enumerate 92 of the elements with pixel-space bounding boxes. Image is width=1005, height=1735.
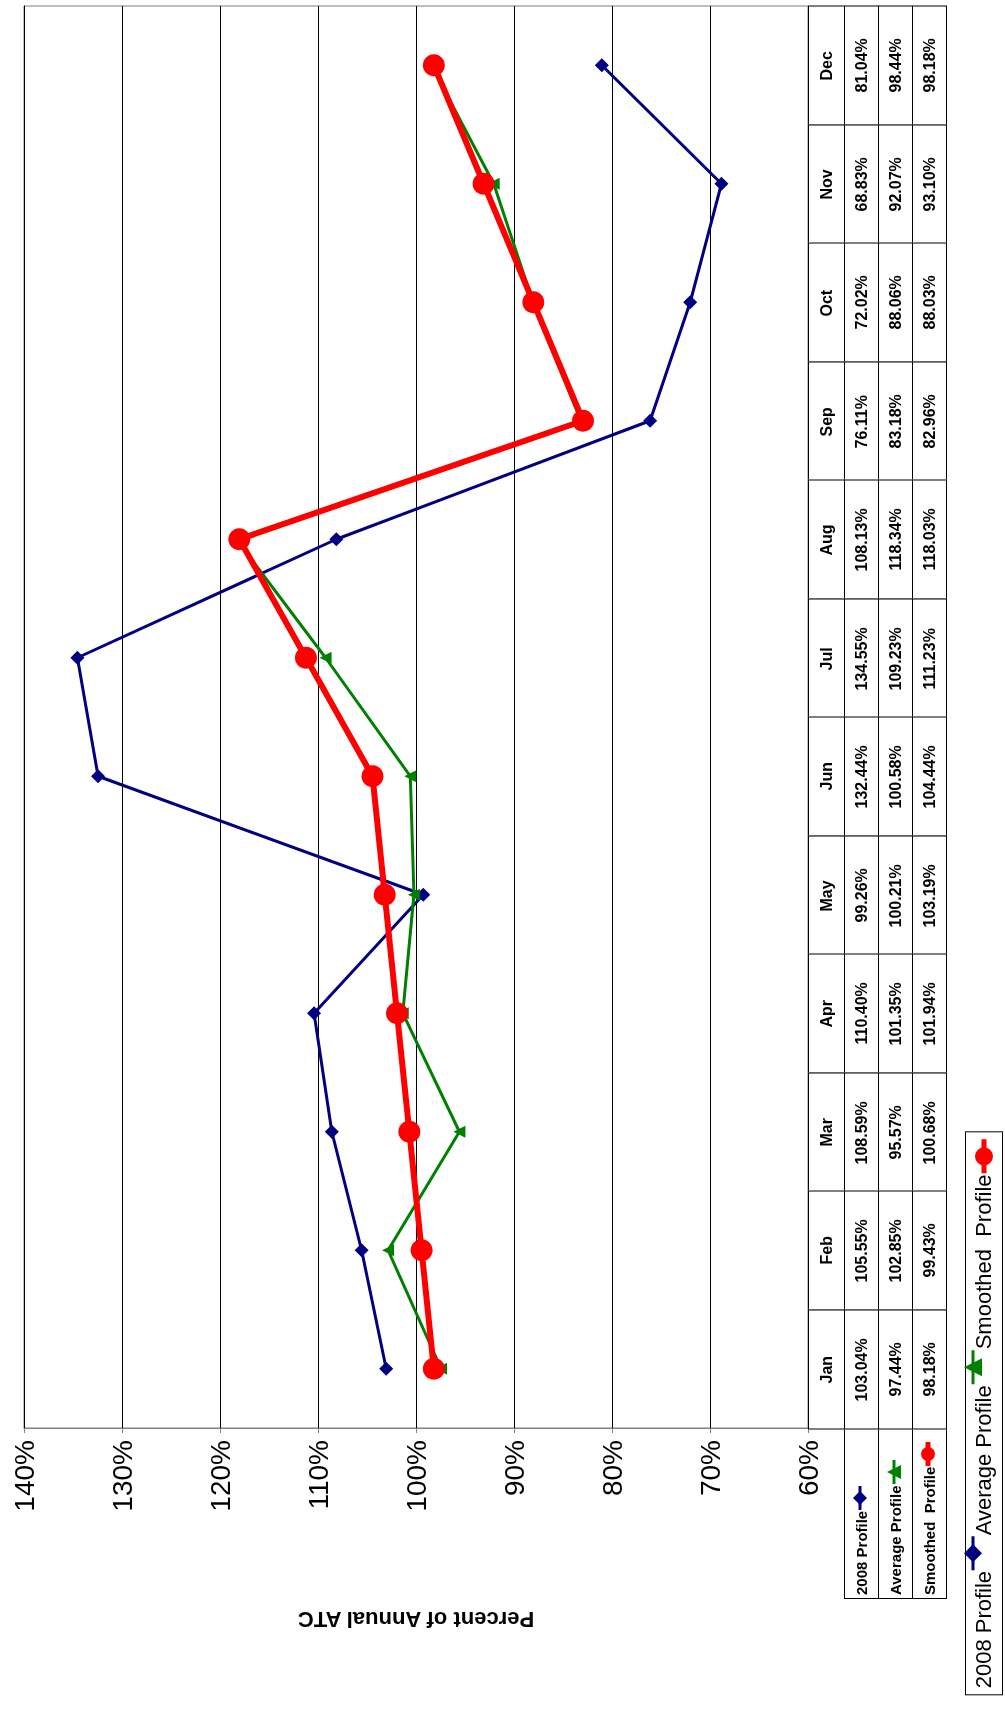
point bbox=[70, 650, 85, 665]
data-label: 111.23% bbox=[912, 598, 947, 718]
y-tick-label: Jun bbox=[808, 717, 845, 837]
point bbox=[714, 176, 729, 191]
data-label: 95.57% bbox=[878, 1072, 913, 1192]
legend-label: 2008 Profile bbox=[853, 1510, 870, 1595]
x-tick-label: 90% bbox=[498, 1440, 530, 1497]
data-label: 103.19% bbox=[912, 835, 947, 955]
point bbox=[410, 1239, 433, 1262]
y-tick-label: Sep bbox=[808, 361, 845, 481]
data-label: 98.18% bbox=[912, 6, 947, 126]
data-label: 88.03% bbox=[912, 243, 947, 363]
y-tick-label: Nov bbox=[808, 124, 845, 244]
y-tick-label: Aug bbox=[808, 480, 845, 600]
y-tick-label: Jul bbox=[808, 598, 845, 718]
data-label: 100.68% bbox=[912, 1072, 947, 1192]
data-label: 100.21% bbox=[878, 835, 913, 955]
point bbox=[379, 1361, 394, 1376]
text: 2008 Profile bbox=[971, 1570, 996, 1688]
data-label: 92.07% bbox=[878, 124, 913, 244]
data-label: 98.18% bbox=[912, 1309, 947, 1429]
point bbox=[398, 1120, 421, 1143]
data-label: 81.04% bbox=[844, 6, 879, 126]
point bbox=[228, 528, 251, 551]
point bbox=[294, 646, 317, 669]
data-label: 76.11% bbox=[844, 361, 879, 481]
data-label: 82.96% bbox=[912, 361, 947, 481]
data-label: 88.06% bbox=[878, 243, 913, 363]
point bbox=[319, 651, 332, 664]
point bbox=[307, 1006, 322, 1021]
x-tick-label: 140% bbox=[8, 1440, 40, 1512]
data-label: 134.55% bbox=[844, 598, 879, 718]
x-tick-label: 80% bbox=[596, 1440, 628, 1497]
data-label: 98.44% bbox=[878, 6, 913, 126]
point bbox=[472, 172, 495, 195]
point bbox=[373, 883, 396, 906]
data-label: 72.02% bbox=[844, 243, 879, 363]
data-label: 118.03% bbox=[912, 480, 947, 600]
data-label: 102.85% bbox=[878, 1191, 913, 1311]
data-label: 103.04% bbox=[844, 1309, 879, 1429]
x-tick-label: 130% bbox=[106, 1440, 138, 1512]
point bbox=[361, 765, 384, 788]
data-label: 93.10% bbox=[912, 124, 947, 244]
data-label: 97.44% bbox=[878, 1309, 913, 1429]
y-tick-label: May bbox=[808, 835, 845, 955]
data-label: 68.83% bbox=[844, 124, 879, 244]
data-label: 118.34% bbox=[878, 480, 913, 600]
data-label: 109.23% bbox=[878, 598, 913, 718]
x-axis-title: Percent of Annual ATC bbox=[297, 1606, 535, 1632]
x-tick-label: 100% bbox=[400, 1440, 432, 1512]
data-label: 83.18% bbox=[878, 361, 913, 481]
data-label: 108.59% bbox=[844, 1072, 879, 1192]
text: Smoothed Profile bbox=[971, 1173, 996, 1349]
y-tick-label: Feb bbox=[808, 1191, 845, 1311]
point bbox=[643, 413, 658, 428]
legend-label: Smoothed Profile bbox=[921, 1466, 938, 1595]
y-tick-label: Jan bbox=[808, 1309, 845, 1429]
x-tick-label: 120% bbox=[204, 1440, 236, 1512]
point bbox=[572, 409, 594, 432]
text: Average Profile bbox=[971, 1384, 996, 1535]
point bbox=[382, 1244, 395, 1257]
data-label: 132.44% bbox=[844, 717, 879, 837]
point bbox=[324, 1124, 339, 1139]
point bbox=[453, 1125, 466, 1138]
point bbox=[404, 770, 417, 783]
point bbox=[91, 769, 106, 784]
x-tick-label: 110% bbox=[302, 1440, 334, 1510]
data-label: 101.94% bbox=[912, 954, 947, 1074]
data-label: 104.44% bbox=[912, 717, 947, 837]
y-tick-label: Mar bbox=[808, 1072, 845, 1192]
x-tick-label: 70% bbox=[694, 1440, 726, 1497]
point bbox=[354, 1243, 369, 1258]
point bbox=[594, 58, 609, 73]
data-label: 101.35% bbox=[878, 954, 913, 1074]
legend-label: Average Profile bbox=[887, 1485, 904, 1595]
x-tick-label: 60% bbox=[792, 1440, 824, 1497]
point bbox=[386, 1002, 408, 1025]
point bbox=[407, 888, 420, 901]
point bbox=[422, 54, 445, 77]
data-label: 100.58% bbox=[878, 717, 913, 837]
point bbox=[522, 291, 545, 314]
data-label: 110.40% bbox=[844, 954, 879, 1074]
point bbox=[329, 532, 344, 547]
data-label: 105.55% bbox=[844, 1191, 879, 1311]
y-tick-label: Dec bbox=[808, 6, 845, 126]
point bbox=[683, 295, 698, 310]
data-label: 99.43% bbox=[912, 1191, 947, 1311]
data-label: 99.26% bbox=[844, 835, 879, 955]
y-tick-label: Oct bbox=[808, 243, 845, 363]
data-label: 108.13% bbox=[844, 480, 879, 600]
point bbox=[422, 1357, 445, 1380]
y-tick-label: Apr bbox=[808, 954, 845, 1074]
